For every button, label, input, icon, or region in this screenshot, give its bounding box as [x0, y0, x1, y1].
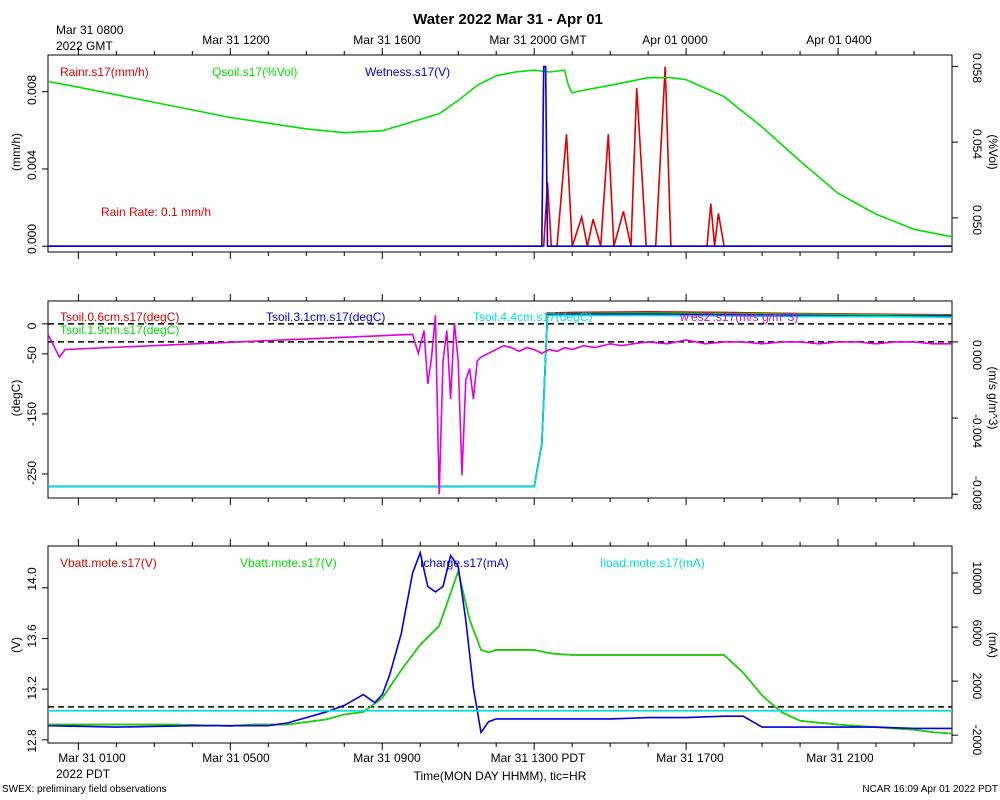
y-tick-label: -150	[25, 402, 39, 426]
legend-entry: Vbatt.mote.s17(V)	[60, 556, 157, 570]
panel-battery-ticks	[42, 539, 958, 750]
y-tick-label: 14.0	[25, 567, 39, 591]
y-tick-label: 12.8	[25, 729, 39, 753]
y2-tick-label: 2000	[970, 673, 984, 700]
y2-tick-label: -2000	[970, 725, 984, 756]
bottom-time-axis: Mar 31 0100 2022 PDT Mar 31 0500 Mar 31 …	[56, 751, 874, 783]
y2-axis-label-right: (mA)	[986, 632, 1000, 658]
panel-soil-temp-series	[47, 310, 953, 495]
series-line	[47, 315, 952, 495]
series-line	[48, 66, 952, 247]
y-tick-label: 13.6	[25, 624, 39, 648]
x-axis-label: Time(MON DAY HHMM), tic=HR	[414, 769, 587, 783]
bottom-axis-label: Mar 31 1300 PDT	[491, 751, 586, 765]
chart-title: Water 2022 Mar 31 - Apr 01	[413, 11, 603, 28]
y2-tick-label: -0.004	[970, 414, 984, 448]
top-axis-label: Mar 31 1200	[202, 33, 270, 47]
top-axis-label: Apr 01 0000	[642, 33, 708, 47]
panel-battery: 12.8 13.2 13.6 14.0 (V) -2000 2000 6000 …	[9, 539, 1000, 756]
series-line	[47, 550, 952, 735]
y2-axis-label-right: (%Vol)	[986, 134, 1000, 169]
top-axis-first-label: Mar 31 0800	[56, 23, 124, 37]
y2-tick-label: 0.058	[970, 53, 984, 83]
footer-source-note: SWEX: preliminary field observations	[2, 784, 167, 795]
legend-entry: Iload.mote.s17(mA)	[600, 556, 705, 570]
y-tick-label: -250	[25, 461, 39, 485]
bottom-axis-label: Mar 31 1700	[656, 751, 724, 765]
y-axis-label-left: (V)	[9, 637, 23, 653]
bottom-axis-label: Mar 31 2100	[806, 751, 874, 765]
legend-entry: w'es2'.s17(m/s g/m^3)	[679, 310, 798, 324]
rain-rate-annotation: Rain Rate: 0.1 mm/h	[101, 205, 211, 219]
bottom-axis-first-label-year: 2022 PDT	[56, 767, 111, 781]
y2-tick-label: 0.000	[970, 340, 984, 370]
series-line	[48, 568, 953, 735]
y2-tick-label: 0.050	[970, 205, 984, 235]
y-tick-label: 0.004	[25, 150, 39, 180]
legend-entry: Tsoil.3.1cm.s17(degC)	[266, 310, 385, 324]
panel-water-frame	[47, 54, 953, 253]
bottom-axis-label: Mar 31 0100	[58, 751, 126, 765]
y2-axis-label-right: (m/s g/m^3)	[986, 367, 1000, 430]
top-axis-label: Mar 31 2000 GMT	[489, 33, 587, 47]
y-tick-label: -50	[25, 346, 39, 364]
legend-entry: Wetness.s17(V)	[365, 65, 450, 79]
y-tick-label: 0.008	[25, 75, 39, 105]
series-line	[48, 65, 952, 247]
panel-soil-temp: 0 -50 -150 -250 (degC) 0.000 -0.004 -0.0…	[9, 294, 1000, 510]
legend-entry: Tsoil.4.4cm.s17(degC)	[473, 310, 592, 324]
y-axis-label-left: (mm/h)	[9, 133, 23, 171]
series-line	[47, 69, 953, 238]
panel-water-series	[47, 65, 953, 247]
top-time-axis: Mar 31 0800 2022 GMT Mar 31 1200 Mar 31 …	[56, 23, 872, 53]
bottom-axis-label: Mar 31 0900	[353, 751, 421, 765]
top-axis-label: Apr 01 0400	[806, 33, 872, 47]
legend-entry: Tsoil.1.9cm.s17(degC)	[60, 323, 179, 337]
series-line	[48, 310, 953, 488]
footer-timestamp: NCAR 16:09 Apr 01 2022 PDT	[862, 784, 998, 795]
y-tick-label: 0	[25, 322, 39, 329]
panel-soil-temp-frame	[47, 300, 953, 499]
y2-tick-label: 0.054	[970, 129, 984, 159]
legend-entry: Vbatt.mote.s17(V)	[240, 556, 337, 570]
y-tick-label: 0.000	[25, 224, 39, 254]
y2-tick-label: 10000	[970, 561, 984, 595]
panel-water-ticks	[42, 48, 958, 259]
series-line	[48, 312, 953, 488]
bottom-axis-label: Mar 31 0500	[202, 751, 270, 765]
panel-water: 0.000 0.004 0.008 (mm/h) 0.050 0.054 0.0…	[9, 48, 1000, 259]
legend-entry: Qsoil.s17(%Vol)	[212, 65, 297, 79]
panel-soil-temp-ticks	[42, 294, 958, 505]
top-axis-label: Mar 31 1600	[353, 33, 421, 47]
series-line	[48, 568, 953, 735]
legend-entry: Icharge.s17(mA)	[420, 556, 509, 570]
y-axis-label-left: (degC)	[9, 380, 23, 417]
y-tick-label: 13.2	[25, 676, 39, 700]
series-line	[48, 313, 952, 488]
y2-tick-label: -0.008	[970, 476, 984, 510]
top-axis-first-label-year: 2022 GMT	[56, 39, 113, 53]
legend-entry: Tsoil.0.6cm.s17(degC)	[60, 310, 179, 324]
y2-tick-label: 6000	[970, 620, 984, 647]
legend-entry: Rainr.s17(mm/h)	[60, 65, 149, 79]
panel-battery-frame	[47, 545, 953, 744]
panel-battery-series	[47, 550, 953, 735]
series-line	[48, 314, 953, 488]
